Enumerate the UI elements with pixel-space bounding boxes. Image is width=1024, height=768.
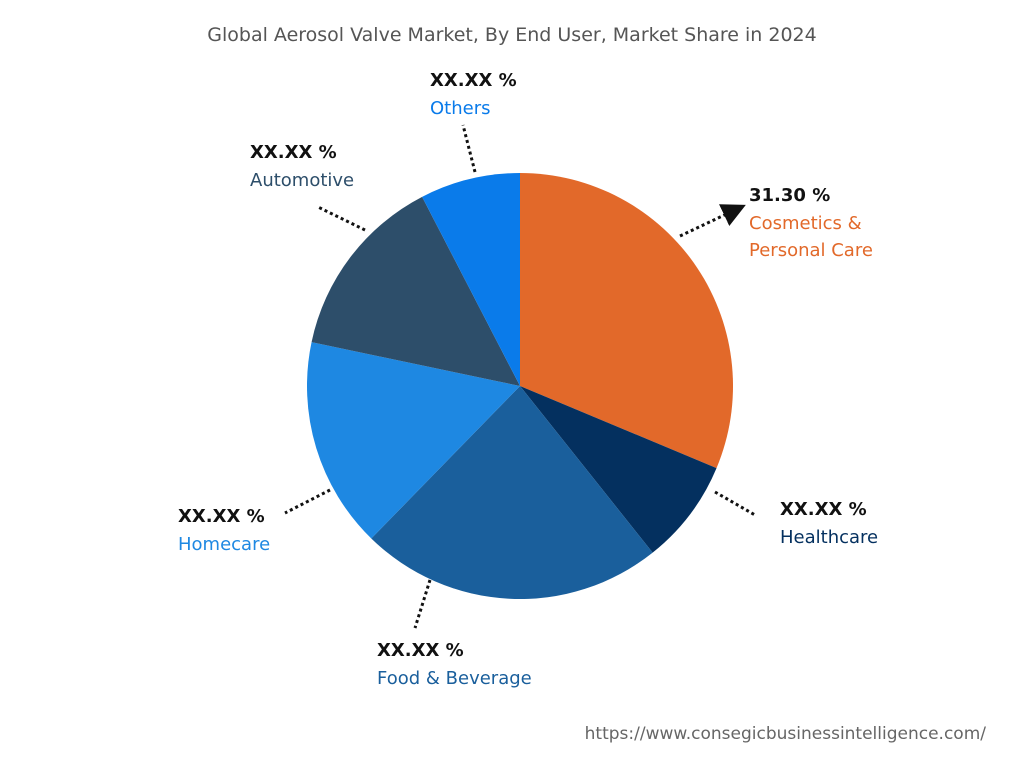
source-url: https://www.consegicbusinessintelligence… [584,724,986,744]
value-label: XX.XX % [178,506,265,527]
pie-slice [311,196,520,386]
leader-line [284,488,331,515]
leader-line [413,579,432,629]
leader-line [461,124,477,173]
category-label: Cosmetics & Personal Care [749,213,873,261]
category-label: Automotive [250,170,355,191]
pie-slice [422,173,520,386]
value-label: 31.30 % [749,185,831,206]
value-label: XX.XX % [377,640,464,661]
leader-line [679,204,746,238]
leader-line [714,490,756,517]
chart-title: Global Aerosol Valve Market, By End User… [207,24,817,46]
value-label: XX.XX % [250,142,337,163]
leader-line [317,205,366,232]
value-label: XX.XX % [430,70,517,91]
value-label: XX.XX % [780,499,867,520]
category-label: Food & Beverage [377,668,532,689]
pie-slice [307,342,520,539]
category-label: Homecare [178,534,271,555]
pie-slice [371,386,653,599]
pie-slice [520,386,717,553]
category-label: Others [430,98,491,119]
category-label: Healthcare [780,527,879,548]
pie-slice [520,173,733,469]
